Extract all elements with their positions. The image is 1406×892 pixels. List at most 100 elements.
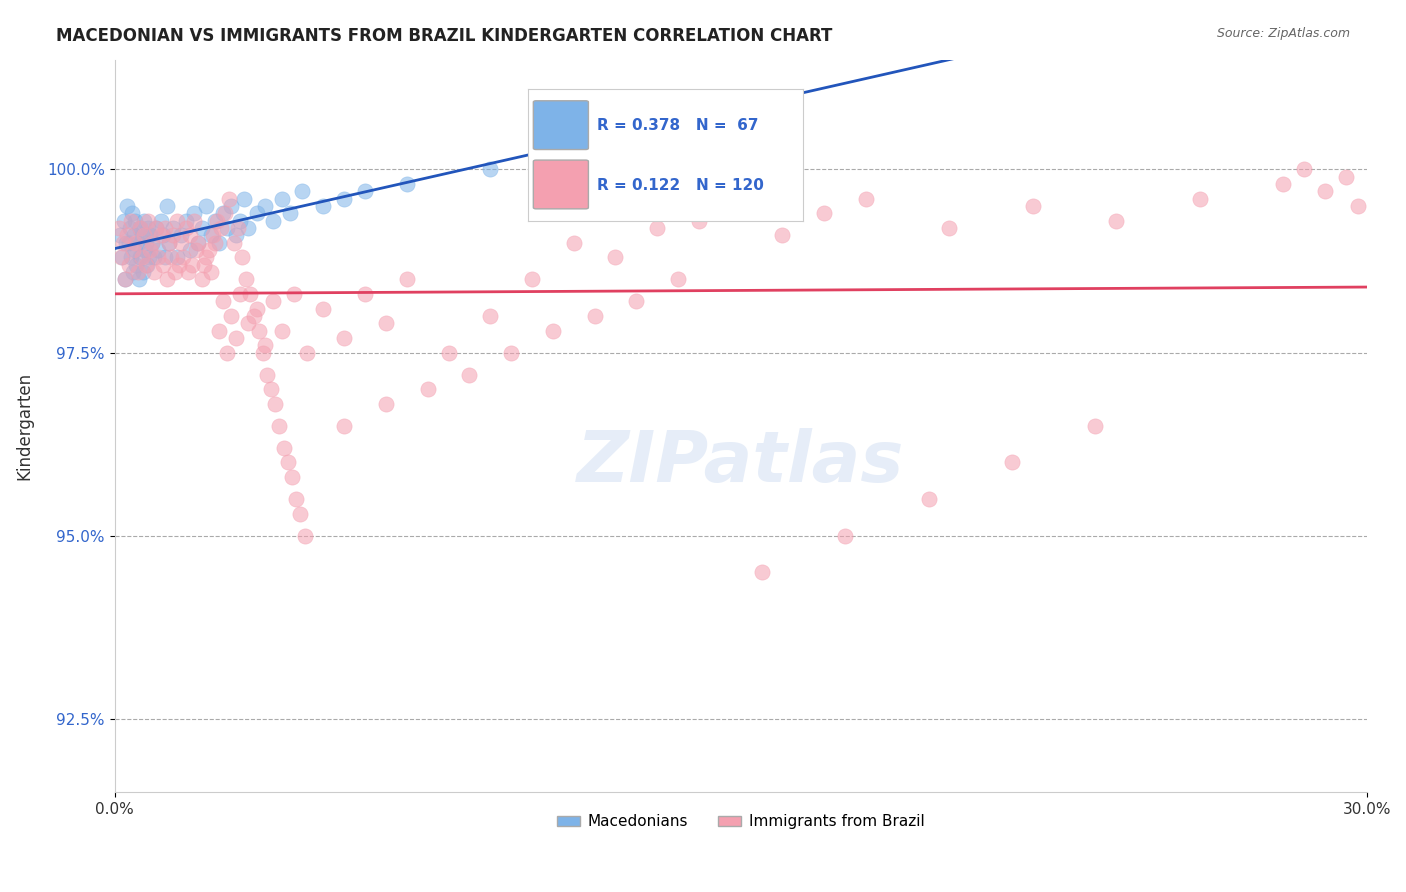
Point bbox=[132, 228, 155, 243]
Point bbox=[218, 192, 240, 206]
Legend: Macedonians, Immigrants from Brazil: Macedonians, Immigrants from Brazil bbox=[551, 808, 931, 836]
Point bbox=[541, 324, 564, 338]
Point bbox=[200, 228, 222, 243]
Point bbox=[138, 250, 160, 264]
Point bbox=[122, 243, 145, 257]
Point bbox=[1001, 455, 1024, 469]
Point bbox=[141, 235, 163, 250]
Point bbox=[256, 368, 278, 382]
Point bbox=[283, 287, 305, 301]
Point bbox=[238, 316, 260, 330]
Point bbox=[111, 235, 134, 250]
Point bbox=[195, 199, 218, 213]
Point bbox=[243, 309, 266, 323]
Point bbox=[200, 265, 222, 279]
Point bbox=[174, 213, 197, 227]
Point bbox=[176, 265, 198, 279]
Point bbox=[374, 316, 396, 330]
Point bbox=[312, 301, 335, 316]
Point bbox=[222, 235, 245, 250]
Point bbox=[132, 265, 155, 279]
Point bbox=[193, 258, 215, 272]
Point bbox=[264, 397, 287, 411]
Point bbox=[187, 235, 209, 250]
Point bbox=[1347, 199, 1369, 213]
Point bbox=[128, 221, 150, 235]
Point bbox=[120, 250, 142, 264]
Point bbox=[855, 192, 877, 206]
Point bbox=[118, 235, 141, 250]
Point bbox=[125, 258, 148, 272]
Point bbox=[225, 331, 247, 345]
Point bbox=[111, 250, 134, 264]
Text: ZIPatlas: ZIPatlas bbox=[576, 428, 904, 497]
Point bbox=[156, 272, 179, 286]
Point bbox=[273, 441, 295, 455]
Point bbox=[1334, 169, 1357, 184]
Point bbox=[270, 192, 292, 206]
Point bbox=[245, 301, 267, 316]
Point bbox=[226, 221, 249, 235]
Point bbox=[285, 491, 308, 506]
Point bbox=[395, 177, 418, 191]
Point bbox=[520, 272, 543, 286]
Point bbox=[217, 221, 239, 235]
Point bbox=[139, 243, 162, 257]
Point bbox=[129, 250, 152, 264]
Point bbox=[278, 206, 301, 220]
Point bbox=[395, 272, 418, 286]
Point bbox=[179, 228, 201, 243]
Point bbox=[121, 206, 143, 220]
Point bbox=[127, 265, 149, 279]
Point bbox=[114, 272, 136, 286]
Point bbox=[221, 199, 243, 213]
Point bbox=[131, 228, 153, 243]
Point bbox=[770, 228, 793, 243]
Point bbox=[291, 185, 314, 199]
Point bbox=[135, 258, 157, 272]
Text: MACEDONIAN VS IMMIGRANTS FROM BRAZIL KINDERGARTEN CORRELATION CHART: MACEDONIAN VS IMMIGRANTS FROM BRAZIL KIN… bbox=[56, 27, 832, 45]
Point bbox=[229, 287, 252, 301]
Point bbox=[479, 162, 502, 177]
Point bbox=[238, 221, 260, 235]
Point bbox=[437, 345, 460, 359]
Point bbox=[169, 258, 191, 272]
Point bbox=[917, 491, 939, 506]
Point bbox=[270, 324, 292, 338]
Point bbox=[115, 235, 138, 250]
Point bbox=[145, 221, 167, 235]
Point bbox=[156, 199, 179, 213]
Point bbox=[170, 235, 193, 250]
Point bbox=[152, 258, 174, 272]
Point bbox=[354, 185, 377, 199]
Point bbox=[172, 250, 194, 264]
Point bbox=[260, 382, 283, 396]
Point bbox=[225, 228, 247, 243]
Point bbox=[107, 221, 129, 235]
Point bbox=[1294, 162, 1316, 177]
Point bbox=[128, 221, 150, 235]
Point bbox=[269, 418, 291, 433]
Point bbox=[120, 213, 142, 227]
Point bbox=[1313, 185, 1336, 199]
Point bbox=[209, 221, 232, 235]
Point bbox=[333, 192, 356, 206]
Point bbox=[354, 287, 377, 301]
Point bbox=[180, 258, 202, 272]
Point bbox=[374, 397, 396, 411]
Point bbox=[312, 199, 335, 213]
Point bbox=[120, 221, 142, 235]
Point bbox=[152, 228, 174, 243]
Point bbox=[262, 213, 284, 227]
Point bbox=[115, 228, 138, 243]
Point bbox=[583, 309, 606, 323]
Point bbox=[212, 294, 235, 309]
Point bbox=[208, 324, 231, 338]
Point bbox=[114, 272, 136, 286]
Point bbox=[245, 206, 267, 220]
Point bbox=[108, 228, 131, 243]
Point bbox=[281, 470, 304, 484]
Point bbox=[295, 345, 318, 359]
Point bbox=[162, 221, 184, 235]
Point bbox=[136, 213, 159, 227]
